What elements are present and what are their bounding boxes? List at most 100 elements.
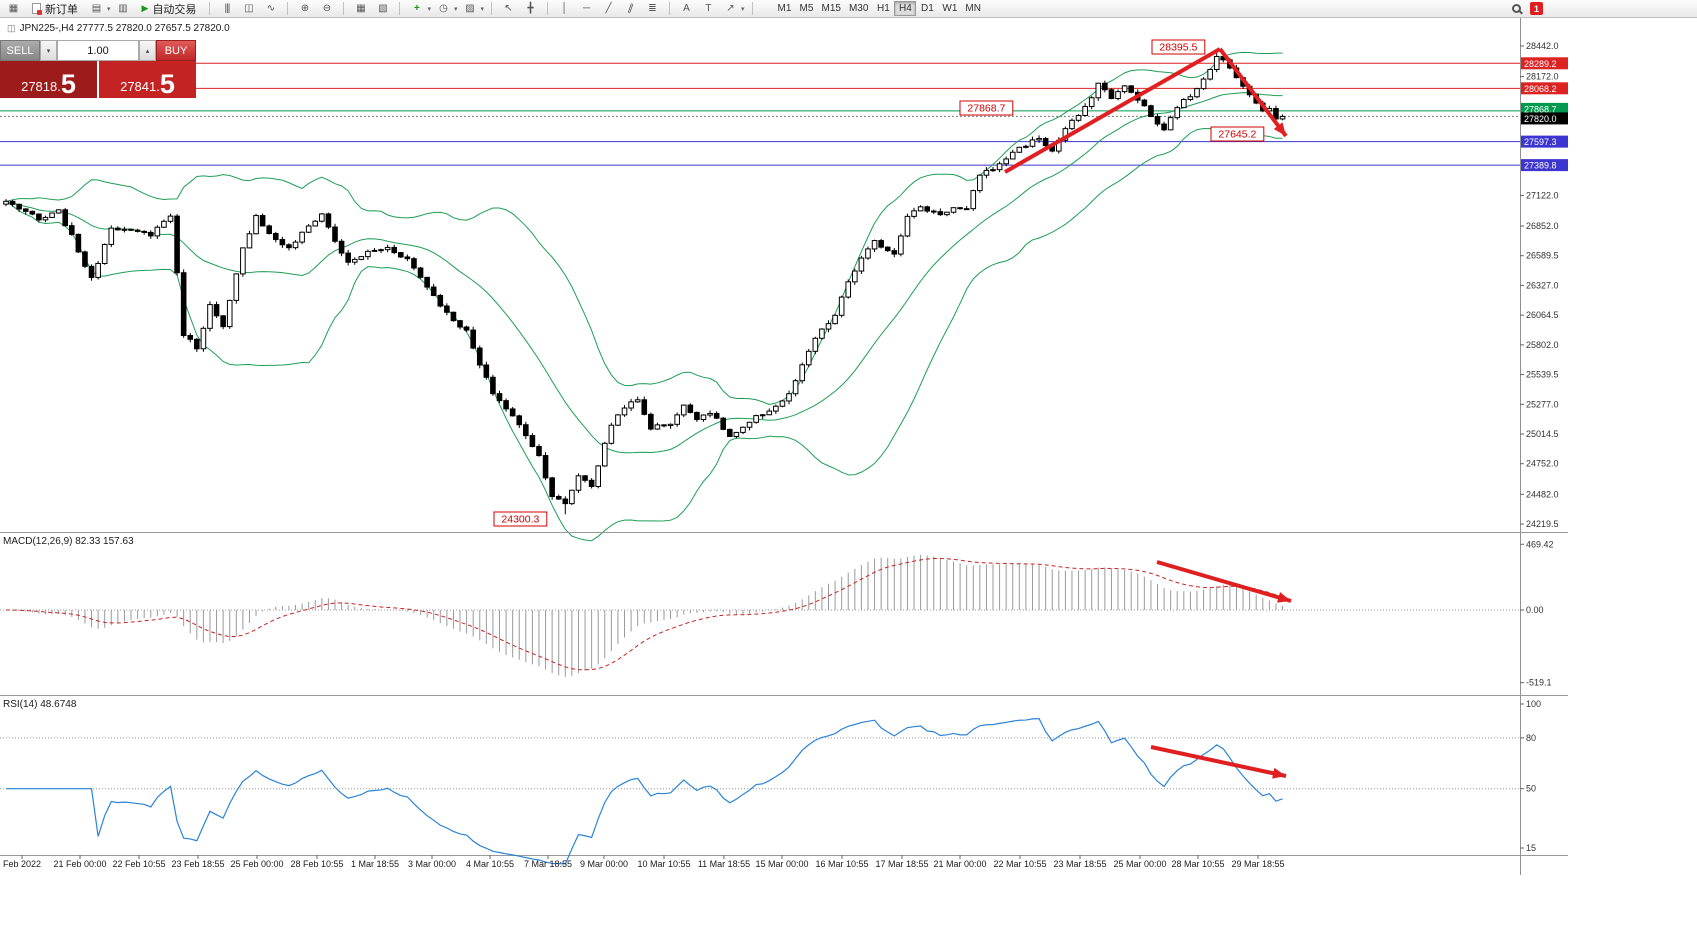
search-icon[interactable] <box>1512 4 1521 13</box>
timeframe-h4-button[interactable]: H4 <box>894 1 917 16</box>
toolbar-separator <box>546 2 548 15</box>
svg-text:27868.7: 27868.7 <box>1524 104 1557 114</box>
autotrading-button[interactable]: ▶ 自动交易 <box>136 1 203 17</box>
candlestick-chart-icon[interactable]: ◫ <box>244 3 254 14</box>
svg-text:28 Mar 10:55: 28 Mar 10:55 <box>1171 859 1224 869</box>
timeframe-h1-button[interactable]: H1 <box>872 1 894 16</box>
trade-controls-row: SELL ▾ ▴ BUY <box>0 40 196 61</box>
buy-price-small: 27841. <box>120 79 160 94</box>
svg-text:27389.8: 27389.8 <box>1524 161 1557 171</box>
volume-increase-button[interactable]: ▴ <box>139 40 156 61</box>
svg-text:21 Mar 00:00: 21 Mar 00:00 <box>933 859 986 869</box>
volume-input[interactable] <box>57 40 139 61</box>
svg-text:80: 80 <box>1526 733 1536 743</box>
svg-text:24482.0: 24482.0 <box>1526 489 1559 499</box>
fibonacci-icon[interactable]: ≣ <box>648 3 657 14</box>
svg-text:25539.5: 25539.5 <box>1526 370 1559 380</box>
svg-text:50: 50 <box>1526 784 1536 794</box>
charts-caret-icon[interactable]: ▾ <box>107 5 111 13</box>
svg-text:100: 100 <box>1526 699 1541 709</box>
svg-text:28068.2: 28068.2 <box>1524 84 1557 94</box>
vertical-line-icon[interactable]: │ <box>561 3 568 14</box>
svg-text:469.42: 469.42 <box>1526 539 1554 549</box>
notification-badge[interactable]: 1 <box>1530 2 1543 15</box>
macd-panel-area[interactable] <box>0 533 1520 695</box>
indicators-icon[interactable]: + <box>414 3 420 14</box>
new-order-button[interactable]: 新订单 <box>26 1 84 17</box>
periods-caret-icon[interactable]: ▾ <box>453 5 458 13</box>
symbol-ohlc-text: JPN225-,H4 27777.5 27820.0 27657.5 27820… <box>19 23 230 34</box>
line-chart-icon[interactable]: ∿ <box>266 3 276 14</box>
svg-text:7 Mar 18:55: 7 Mar 18:55 <box>524 859 572 869</box>
svg-text:3 Mar 00:00: 3 Mar 00:00 <box>408 859 456 869</box>
timeframe-toolbar: M1 M5 M15 M30 H1 H4 D1 W1 MN <box>774 1 985 16</box>
svg-text:28172.0: 28172.0 <box>1526 72 1559 82</box>
charts-icon[interactable]: ▤ <box>91 3 102 14</box>
svg-text:0.00: 0.00 <box>1526 605 1544 615</box>
rsi-indicator-label: RSI(14) 48.6748 <box>3 699 77 710</box>
svg-text:1 Mar 18:55: 1 Mar 18:55 <box>351 859 399 869</box>
svg-text:27820.0: 27820.0 <box>1524 114 1557 124</box>
sell-price[interactable]: 27818. 5 <box>0 61 99 98</box>
label-tool-icon[interactable]: T <box>705 3 712 14</box>
main-chart-area[interactable] <box>0 18 1520 532</box>
symbol-ohlc-header: ◫ JPN225-,H4 27777.5 27820.0 27657.5 278… <box>7 23 230 34</box>
toolbar-separator <box>343 2 345 15</box>
timeframe-m5-button[interactable]: M5 <box>796 1 818 16</box>
buy-price[interactable]: 27841. 5 <box>99 61 196 98</box>
rsi-panel-area[interactable] <box>0 696 1520 855</box>
svg-text:29 Mar 18:55: 29 Mar 18:55 <box>1231 859 1284 869</box>
channel-icon[interactable]: ∥ <box>626 2 635 15</box>
templates-caret-icon[interactable]: ▾ <box>480 5 484 13</box>
svg-text:25802.0: 25802.0 <box>1526 340 1559 350</box>
cursor-icon[interactable]: ↖ <box>504 3 513 14</box>
indicators-caret-icon[interactable]: ▾ <box>427 5 431 13</box>
bar-chart-icon[interactable]: ||| <box>224 3 231 14</box>
svg-text:27868.7: 27868.7 <box>967 103 1005 115</box>
crosshair-icon[interactable]: ╋ <box>527 3 534 14</box>
horizontal-line-icon[interactable]: ─ <box>582 3 591 14</box>
zoom-in-icon[interactable]: ⊕ <box>300 3 310 14</box>
time-axis[interactable] <box>0 855 1568 875</box>
arrows-caret-icon[interactable]: ▾ <box>740 5 745 13</box>
arrows-tool-icon[interactable]: ↗ <box>726 3 735 14</box>
svg-text:9 Mar 00:00: 9 Mar 00:00 <box>580 859 628 869</box>
chart-symbol-icon: ◫ <box>7 23 16 33</box>
svg-text:25014.5: 25014.5 <box>1526 429 1559 439</box>
timeframe-mn-button[interactable]: MN <box>961 1 985 16</box>
svg-text:21 Feb 00:00: 21 Feb 00:00 <box>53 859 106 869</box>
svg-text:25 Feb 00:00: 25 Feb 00:00 <box>230 859 283 869</box>
sell-button[interactable]: SELL <box>0 40 40 61</box>
text-tool-icon[interactable]: A <box>683 3 690 14</box>
cascade-windows-icon[interactable]: ▧ <box>378 3 388 14</box>
price-axis[interactable] <box>1520 18 1596 855</box>
macd-indicator-label: MACD(12,26,9) 82.33 157.63 <box>3 536 134 547</box>
svg-text:26852.0: 26852.0 <box>1526 221 1559 231</box>
svg-text:28442.0: 28442.0 <box>1526 41 1559 51</box>
buy-button[interactable]: BUY <box>156 40 196 61</box>
svg-text:24752.0: 24752.0 <box>1526 459 1559 469</box>
toolbar-separator <box>399 2 401 15</box>
window-icon[interactable]: ▦ <box>8 3 19 14</box>
toolbar-separator <box>751 2 753 15</box>
timeframe-d1-button[interactable]: D1 <box>916 1 938 16</box>
trade-prices-row: 27818. 5 27841. 5 <box>0 61 196 98</box>
play-icon: ▶ <box>141 3 149 13</box>
templates-icon[interactable]: ▨ <box>465 3 475 14</box>
sell-price-big: 5 <box>60 68 76 99</box>
svg-text:15: 15 <box>1526 843 1536 853</box>
svg-text:4 Mar 10:55: 4 Mar 10:55 <box>466 859 514 869</box>
volume-decrease-button[interactable]: ▾ <box>40 40 57 61</box>
timeframe-m1-button[interactable]: M1 <box>774 1 796 16</box>
profiles-icon[interactable]: ▥ <box>118 3 128 14</box>
periods-icon[interactable]: ◷ <box>439 3 448 14</box>
timeframe-m15-button[interactable]: M15 <box>818 1 845 16</box>
svg-text:-519.1: -519.1 <box>1526 678 1552 688</box>
timeframe-m30-button[interactable]: M30 <box>845 1 872 16</box>
trendline-icon[interactable]: ╱ <box>605 3 612 14</box>
tile-windows-icon[interactable]: ▦ <box>356 3 366 14</box>
zoom-out-icon[interactable]: ⊖ <box>322 3 332 14</box>
autotrading-label: 自动交易 <box>152 3 197 16</box>
timeframe-w1-button[interactable]: W1 <box>938 1 961 16</box>
